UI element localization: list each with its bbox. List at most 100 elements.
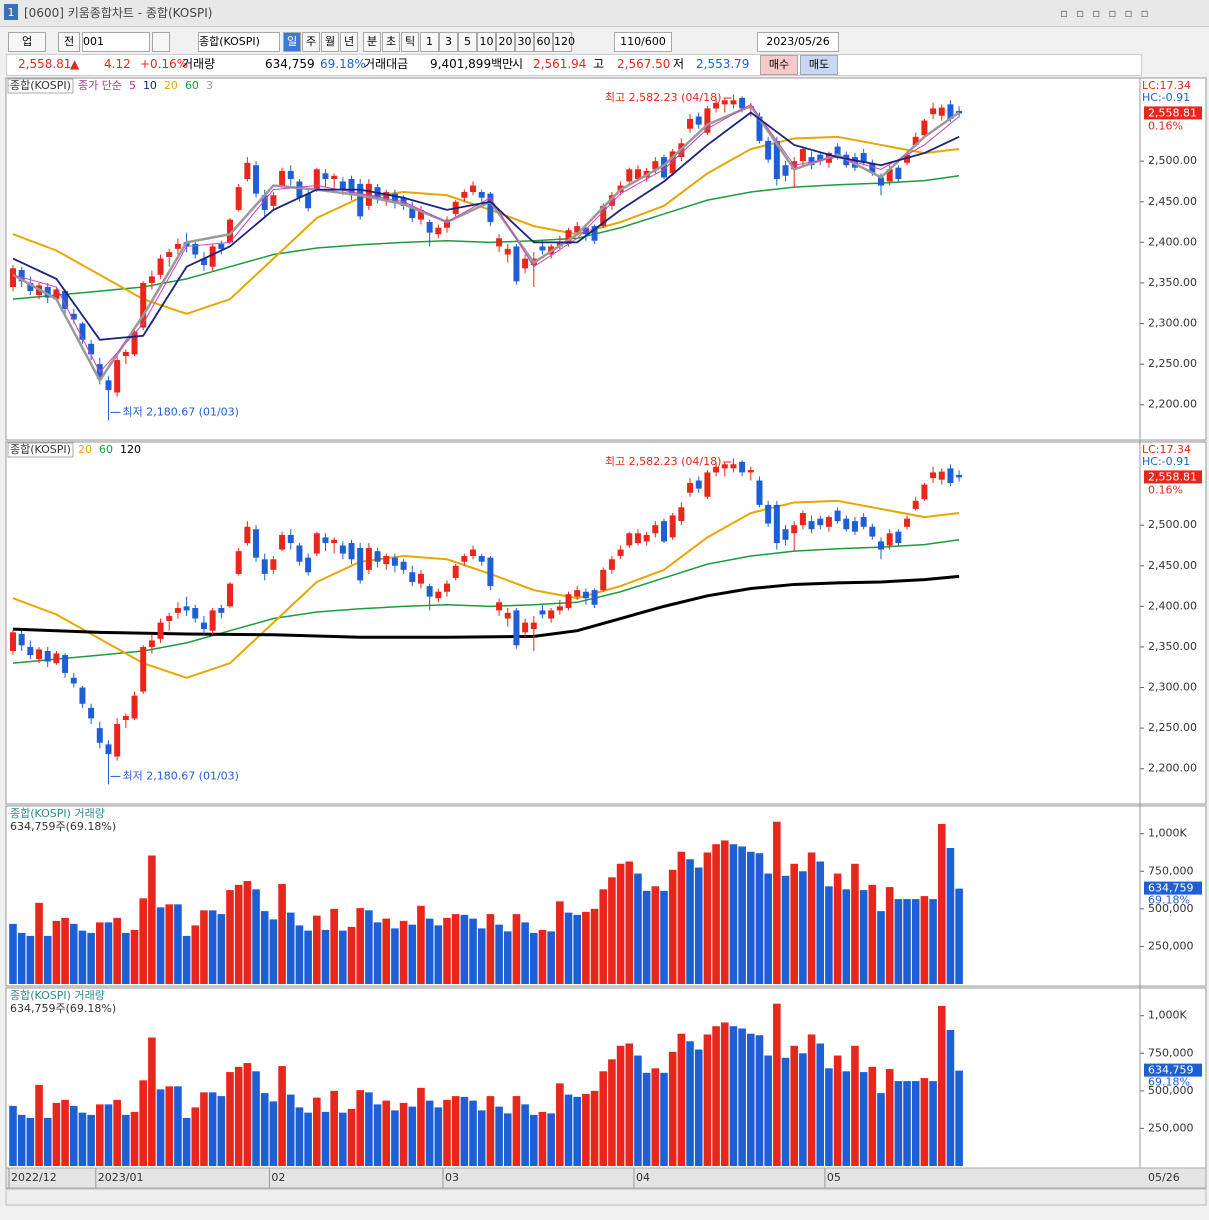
candle-body — [287, 170, 294, 180]
volume-bar — [729, 844, 738, 984]
volume-bar — [747, 851, 755, 984]
buy-button[interactable]: 매수 — [760, 55, 798, 75]
candle-body — [817, 518, 824, 526]
search-button[interactable] — [152, 32, 170, 52]
volume-bar — [295, 925, 304, 984]
x-tick-label: 02 — [271, 1171, 285, 1184]
period-button[interactable]: 분 — [363, 32, 381, 52]
volume-bar — [339, 930, 347, 984]
y-tick-label: 250,000 — [1148, 939, 1194, 952]
candle-body — [400, 561, 407, 570]
candle-body — [36, 649, 43, 660]
candle-body — [296, 545, 303, 562]
candle-body — [461, 556, 468, 562]
volume-bar — [885, 1069, 894, 1166]
count-field[interactable]: 110/600 — [614, 32, 672, 52]
volume-bar — [226, 890, 234, 984]
volume-bar — [434, 1107, 443, 1166]
candle-body — [253, 529, 260, 558]
volume-bar — [573, 1096, 581, 1166]
volume-bar — [807, 852, 816, 984]
y-tick-label: 2,300.00 — [1148, 681, 1197, 694]
volume-bar — [946, 1029, 955, 1166]
window-id: 1 — [4, 4, 18, 20]
date-field[interactable]: 2023/05/26 — [757, 32, 839, 52]
candle-body — [869, 526, 876, 537]
candle-body — [487, 193, 494, 223]
candle-body — [947, 104, 954, 119]
volume-bar — [69, 1105, 78, 1166]
legend-label: 종합(KOSPI) — [10, 79, 71, 92]
period-button[interactable]: 월 — [321, 32, 339, 52]
candle-body — [322, 537, 329, 544]
y-tick-label: 500,000 — [1148, 1084, 1194, 1097]
name-field[interactable]: 종합(KOSPI) — [198, 32, 280, 52]
period-button[interactable]: 주 — [302, 32, 320, 52]
period-button[interactable]: 3 — [439, 32, 458, 52]
volume-bar — [911, 899, 920, 984]
volume-bar — [408, 924, 417, 984]
scope-select[interactable]: 전 — [58, 32, 80, 52]
x-tick-label: 2023/01 — [98, 1171, 144, 1184]
volume-bar — [35, 1084, 43, 1166]
candle-body — [88, 343, 95, 355]
candle-body — [470, 549, 477, 557]
volume-bar — [278, 1066, 286, 1166]
period-button[interactable]: 20 — [496, 32, 515, 52]
candle-body — [539, 246, 546, 251]
volume-bar — [460, 914, 469, 984]
candle-body — [765, 504, 772, 524]
volume-bar — [877, 1093, 885, 1166]
sell-button[interactable]: 매도 — [800, 55, 838, 75]
x-tick-label: 03 — [445, 1171, 459, 1184]
period-button[interactable]: 30 — [515, 32, 534, 52]
volume-bar — [859, 1072, 868, 1166]
candle-body — [739, 461, 746, 473]
scrollbar[interactable] — [5, 1188, 1207, 1206]
lc-label: LC:17.34 — [1142, 443, 1191, 456]
volume-bar — [26, 935, 35, 984]
volume-bar — [443, 917, 451, 984]
volume-bar — [842, 1071, 851, 1166]
code-input[interactable]: 001 — [82, 32, 150, 52]
candle-body — [148, 640, 155, 647]
volume-bar — [52, 1102, 61, 1166]
candle-body — [409, 572, 416, 583]
volume-bar — [582, 1093, 590, 1166]
volume-bar — [903, 899, 911, 984]
open-label: 시 — [512, 57, 524, 71]
volume-bar — [347, 926, 356, 984]
period-button[interactable]: 10 — [477, 32, 496, 52]
window-controls[interactable]: ▫▫▫▫▫▫ — [1060, 6, 1157, 20]
market-select[interactable]: 업 — [8, 32, 46, 52]
period-button[interactable]: 60 — [534, 32, 553, 52]
period-button[interactable]: 120 — [553, 32, 575, 52]
volume-bar — [417, 1087, 425, 1166]
volume-bar — [61, 917, 69, 984]
candle-body — [808, 157, 815, 166]
volume-bar — [668, 1051, 677, 1166]
period-button[interactable]: 일 — [283, 32, 301, 52]
period-button[interactable]: 5 — [458, 32, 477, 52]
volume-bar — [547, 1113, 555, 1166]
period-button[interactable]: 초 — [382, 32, 400, 52]
volume-bar — [625, 861, 634, 984]
volume-bar — [955, 1070, 963, 1166]
moving-average — [12, 574, 960, 639]
volume-bar — [243, 881, 252, 984]
candle-body — [773, 140, 780, 180]
last-volume-box — [1144, 1063, 1202, 1077]
volume-bar — [43, 935, 52, 984]
volume-bar — [755, 1035, 764, 1166]
volume-subtitle: 634,759주(69.18%) — [10, 820, 116, 833]
period-button[interactable]: 틱 — [401, 32, 419, 52]
volume-bar — [651, 886, 660, 984]
volume-bar — [825, 886, 833, 984]
panel — [5, 77, 1207, 441]
period-button[interactable]: 1 — [420, 32, 439, 52]
volume-bar — [96, 1104, 104, 1166]
candle-body — [218, 243, 225, 249]
candle-body — [478, 556, 485, 562]
candle-body — [192, 243, 199, 255]
period-button[interactable]: 년 — [340, 32, 358, 52]
